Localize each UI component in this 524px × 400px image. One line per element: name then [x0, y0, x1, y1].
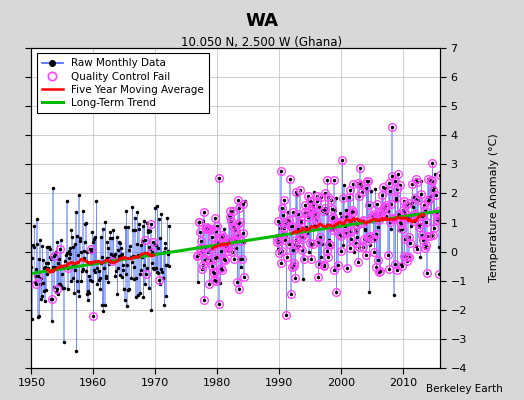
Text: 10.050 N, 2.500 W (Ghana): 10.050 N, 2.500 W (Ghana)	[181, 36, 343, 49]
Y-axis label: Temperature Anomaly (°C): Temperature Anomaly (°C)	[489, 134, 499, 282]
Text: WA: WA	[246, 12, 278, 30]
Legend: Raw Monthly Data, Quality Control Fail, Five Year Moving Average, Long-Term Tren: Raw Monthly Data, Quality Control Fail, …	[37, 53, 209, 113]
Text: Berkeley Earth: Berkeley Earth	[427, 384, 503, 394]
